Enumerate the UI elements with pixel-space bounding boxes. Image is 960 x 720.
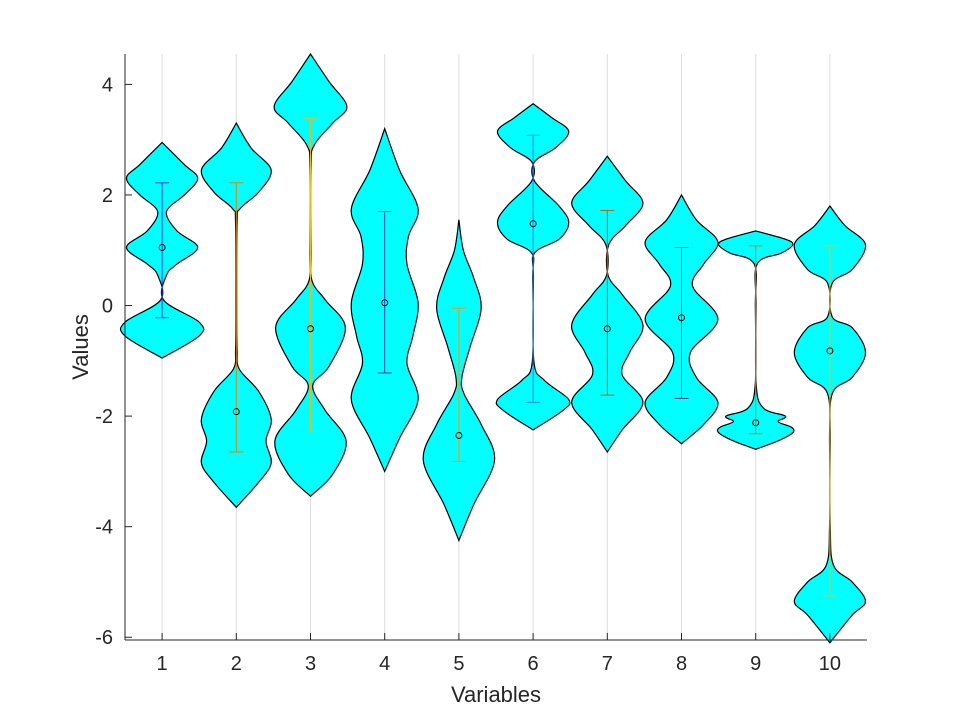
x-tick-label-7: 7 (602, 653, 613, 675)
y-tick-label--4: -4 (95, 517, 113, 539)
y-tick-label--2: -2 (95, 406, 113, 428)
y-tick-label-4: 4 (102, 74, 113, 96)
mean-marker-4 (381, 299, 389, 307)
y-tick-label--6: -6 (95, 627, 113, 649)
x-tick-label-5: 5 (453, 653, 464, 675)
x-tick-label-9: 9 (750, 653, 761, 675)
mean-marker-1 (158, 243, 166, 251)
x-tick-label-4: 4 (379, 653, 390, 675)
violin-3 (273, 52, 348, 498)
mean-marker-8 (678, 314, 685, 322)
axes: 1 2 3 4 5 6 7 8 9 10 4 2 0 -2 -4 -6 (95, 54, 867, 675)
violin-2 (200, 121, 272, 509)
violin-1 (119, 141, 205, 359)
y-axis-title: Values (68, 314, 93, 380)
x-tick-label-2: 2 (231, 653, 242, 675)
violin-4 (350, 126, 419, 473)
y-tick-label-2: 2 (102, 185, 113, 207)
x-axis-title: Variables (451, 682, 541, 707)
violin-series (119, 52, 867, 644)
x-tick-label-6: 6 (528, 653, 539, 675)
mean-marker-9 (752, 419, 760, 427)
x-tick-label-8: 8 (676, 653, 687, 675)
x-tick-label-10: 10 (819, 653, 841, 675)
violin-10 (793, 205, 867, 644)
y-tick-label-0: 0 (102, 296, 113, 318)
x-tick-label-1: 1 (157, 653, 168, 675)
violin-9 (716, 230, 795, 450)
mean-marker-2 (232, 408, 240, 416)
mean-marker-5 (455, 431, 463, 439)
violin-7 (571, 155, 644, 454)
x-tick-label-3: 3 (305, 653, 316, 675)
violin-6 (495, 103, 571, 431)
mean-marker-7 (603, 325, 611, 333)
violin-5 (422, 219, 496, 543)
violin-8 (644, 193, 719, 445)
mean-marker-10 (826, 347, 834, 355)
mean-marker-3 (307, 325, 314, 333)
mean-marker-6 (529, 220, 537, 228)
grid-lines (161, 54, 831, 640)
